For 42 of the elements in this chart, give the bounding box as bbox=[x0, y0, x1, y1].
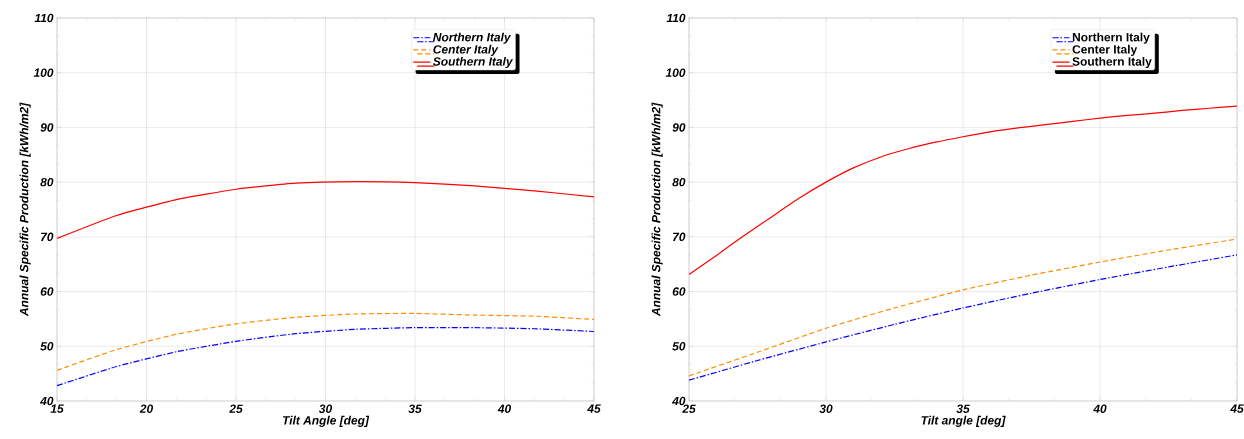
y-tick-label: 70 bbox=[41, 232, 54, 242]
x-axis-title: Tilt angle [deg] bbox=[921, 415, 1006, 427]
y-tick-label: 90 bbox=[40, 123, 54, 132]
y-tick-label: 80 bbox=[672, 177, 686, 187]
legend-label: Southern Italy bbox=[1072, 56, 1152, 69]
y-tick-label: 60 bbox=[40, 287, 54, 296]
legend-label: Northern Italy bbox=[433, 32, 512, 44]
x-tick-label: 45 bbox=[587, 404, 601, 413]
y-tick-label: 60 bbox=[672, 287, 686, 296]
x-tick-label: 25 bbox=[229, 404, 243, 413]
line-series bbox=[57, 180, 595, 240]
y-tick-label: 90 bbox=[672, 123, 686, 132]
line-series bbox=[689, 105, 1238, 276]
y-tick-label: 100 bbox=[665, 68, 686, 77]
y-tick-label: 40 bbox=[39, 396, 54, 406]
x-axis-title: Tilt Angle [deg] bbox=[282, 415, 370, 427]
y-tick-label: 80 bbox=[40, 177, 54, 187]
line-series bbox=[57, 326, 595, 387]
y-tick-label: 110 bbox=[666, 13, 686, 23]
legend-label: Center Italy bbox=[1072, 44, 1138, 56]
y-tick-label: 100 bbox=[33, 68, 54, 77]
y-tick-label: 110 bbox=[34, 13, 54, 23]
x-tick-label: 30 bbox=[819, 404, 833, 413]
x-tick-label: 25 bbox=[682, 404, 696, 413]
legend-label: Southern Italy bbox=[432, 56, 514, 69]
x-tick-label: 35 bbox=[408, 404, 422, 413]
y-tick-label: 40 bbox=[671, 396, 686, 406]
legend-label: Northern Italy bbox=[1072, 32, 1150, 44]
x-tick-label: 35 bbox=[956, 404, 970, 413]
x-tick-label: 40 bbox=[497, 404, 512, 413]
y-tick-label: 50 bbox=[40, 342, 54, 351]
legend-label: Center Italy bbox=[433, 44, 499, 56]
y-axis-title: Annual Specific Production [kWh/m2] bbox=[19, 102, 31, 317]
y-axis-title: Annual Specific Production [kWh/m2] bbox=[651, 102, 663, 317]
y-tick-label: 50 bbox=[672, 342, 686, 351]
line-series bbox=[57, 312, 595, 371]
x-tick-label: 30 bbox=[318, 404, 333, 413]
x-tick-label: 40 bbox=[1093, 404, 1107, 413]
x-tick-label: 45 bbox=[1230, 404, 1244, 413]
x-tick-label: 15 bbox=[50, 404, 64, 413]
y-tick-label: 70 bbox=[673, 232, 686, 242]
x-tick-label: 20 bbox=[139, 404, 154, 413]
